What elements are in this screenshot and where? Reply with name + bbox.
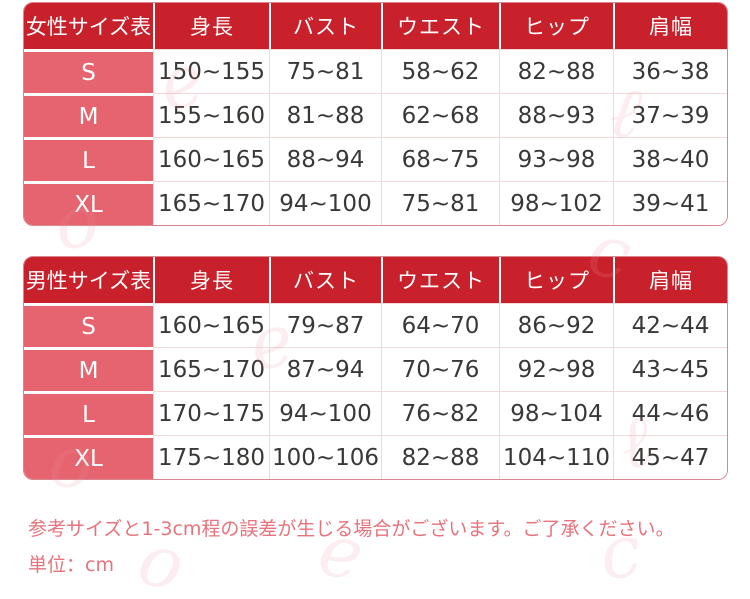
- data-cell: 58~62: [381, 49, 499, 93]
- data-cell: 82~88: [499, 49, 613, 93]
- men-size-table: 男性サイズ表 身長 バスト ウエスト ヒップ 肩幅 S 160~165 79~8…: [23, 256, 728, 480]
- men-header-row: 男性サイズ表 身長 バスト ウエスト ヒップ 肩幅: [24, 257, 727, 303]
- data-cell: 38~40: [613, 137, 727, 181]
- data-cell: 94~100: [269, 391, 381, 435]
- data-cell: 64~70: [381, 303, 499, 347]
- header-cell-hip: ヒップ: [499, 3, 613, 49]
- data-cell: 175~180: [153, 435, 269, 479]
- data-cell: 160~165: [153, 137, 269, 181]
- size-label-cell: L: [24, 137, 153, 181]
- data-cell: 43~45: [613, 347, 727, 391]
- data-cell: 150~155: [153, 49, 269, 93]
- women-size-table: 女性サイズ表 身長 バスト ウエスト ヒップ 肩幅 S 150~155 75~8…: [23, 2, 728, 226]
- size-notes: 参考サイズと1-3cm程の誤差が生じる場合がございます。ご了承ください。 単位：…: [28, 511, 675, 583]
- data-cell: 37~39: [613, 93, 727, 137]
- data-cell: 44~46: [613, 391, 727, 435]
- data-cell: 98~102: [499, 181, 613, 225]
- women-header-row: 女性サイズ表 身長 バスト ウエスト ヒップ 肩幅: [24, 3, 727, 49]
- table-row: XL 165~170 94~100 75~81 98~102 39~41: [24, 181, 727, 225]
- header-cell-bust: バスト: [269, 257, 381, 303]
- table-row: S 150~155 75~81 58~62 82~88 36~38: [24, 49, 727, 93]
- data-cell: 98~104: [499, 391, 613, 435]
- size-label-cell: M: [24, 347, 153, 391]
- table-row: M 165~170 87~94 70~76 92~98 43~45: [24, 347, 727, 391]
- data-cell: 165~170: [153, 347, 269, 391]
- data-cell: 88~94: [269, 137, 381, 181]
- note-unit: 単位：cm: [28, 554, 114, 576]
- size-label-cell: XL: [24, 435, 153, 479]
- size-label-cell: M: [24, 93, 153, 137]
- data-cell: 94~100: [269, 181, 381, 225]
- header-cell-bust: バスト: [269, 3, 381, 49]
- table-row: L 160~165 88~94 68~75 93~98 38~40: [24, 137, 727, 181]
- data-cell: 62~68: [381, 93, 499, 137]
- women-table-title: 女性サイズ表: [24, 3, 153, 49]
- data-cell: 75~81: [381, 181, 499, 225]
- table-row: L 170~175 94~100 76~82 98~104 44~46: [24, 391, 727, 435]
- data-cell: 86~92: [499, 303, 613, 347]
- header-cell-height: 身長: [153, 3, 269, 49]
- data-cell: 88~93: [499, 93, 613, 137]
- data-cell: 165~170: [153, 181, 269, 225]
- header-cell-shoulder: 肩幅: [613, 3, 727, 49]
- size-label-cell: XL: [24, 181, 153, 225]
- data-cell: 93~98: [499, 137, 613, 181]
- data-cell: 45~47: [613, 435, 727, 479]
- data-cell: 70~76: [381, 347, 499, 391]
- size-label-cell: L: [24, 391, 153, 435]
- data-cell: 160~165: [153, 303, 269, 347]
- data-cell: 87~94: [269, 347, 381, 391]
- header-cell-height: 身長: [153, 257, 269, 303]
- data-cell: 36~38: [613, 49, 727, 93]
- size-label-cell: S: [24, 49, 153, 93]
- table-row: S 160~165 79~87 64~70 86~92 42~44: [24, 303, 727, 347]
- data-cell: 92~98: [499, 347, 613, 391]
- size-label-cell: S: [24, 303, 153, 347]
- data-cell: 100~106: [269, 435, 381, 479]
- note-tolerance: 参考サイズと1-3cm程の誤差が生じる場合がございます。ご了承ください。: [28, 518, 675, 540]
- data-cell: 104~110: [499, 435, 613, 479]
- header-cell-waist: ウエスト: [381, 3, 499, 49]
- data-cell: 42~44: [613, 303, 727, 347]
- header-cell-shoulder: 肩幅: [613, 257, 727, 303]
- data-cell: 39~41: [613, 181, 727, 225]
- header-cell-hip: ヒップ: [499, 257, 613, 303]
- data-cell: 155~160: [153, 93, 269, 137]
- data-cell: 75~81: [269, 49, 381, 93]
- data-cell: 79~87: [269, 303, 381, 347]
- data-cell: 81~88: [269, 93, 381, 137]
- data-cell: 76~82: [381, 391, 499, 435]
- header-cell-waist: ウエスト: [381, 257, 499, 303]
- table-row: M 155~160 81~88 62~68 88~93 37~39: [24, 93, 727, 137]
- table-row: XL 175~180 100~106 82~88 104~110 45~47: [24, 435, 727, 479]
- men-table-title: 男性サイズ表: [24, 257, 153, 303]
- data-cell: 170~175: [153, 391, 269, 435]
- data-cell: 82~88: [381, 435, 499, 479]
- data-cell: 68~75: [381, 137, 499, 181]
